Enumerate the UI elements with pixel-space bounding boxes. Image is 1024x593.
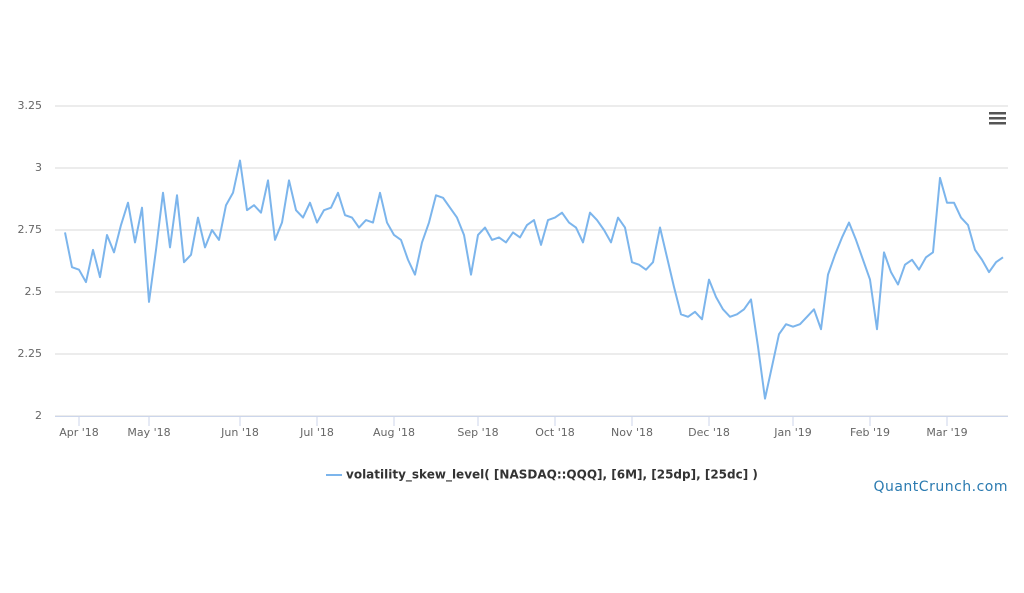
- x-tick-label: Nov '18: [611, 426, 653, 439]
- menu-bar: [989, 112, 1006, 115]
- y-tick-label: 2.25: [18, 347, 43, 360]
- y-tick-label: 2: [35, 409, 42, 422]
- x-tick-label: Jan '19: [773, 426, 811, 439]
- x-tick-label: Sep '18: [457, 426, 498, 439]
- y-tick-label: 2.75: [18, 223, 43, 236]
- y-tick-label: 3: [35, 161, 42, 174]
- menu-icon[interactable]: [989, 112, 1006, 125]
- x-tick-label: Jul '18: [299, 426, 334, 439]
- y-tick-label: 3.25: [18, 99, 43, 112]
- menu-bar: [989, 122, 1006, 125]
- x-tick-label: Feb '19: [850, 426, 890, 439]
- series-line: [64, 159, 1004, 400]
- x-tick-label: Apr '18: [59, 426, 99, 439]
- x-tick-label: Mar '19: [926, 426, 967, 439]
- menu-bar: [989, 117, 1006, 120]
- legend: volatility_skew_level( [NASDAQ::QQQ], [6…: [326, 468, 758, 483]
- y-tick-label: 2.5: [25, 285, 43, 298]
- x-tick-label: Dec '18: [688, 426, 730, 439]
- credit[interactable]: QuantCrunch.com: [873, 479, 1008, 495]
- x-tick-label: May '18: [127, 426, 170, 439]
- x-tick-label: Oct '18: [535, 426, 575, 439]
- x-tick-label: Jun '18: [220, 426, 259, 439]
- x-tick-label: Aug '18: [373, 426, 415, 439]
- legend-label: volatility_skew_level( [NASDAQ::QQQ], [6…: [346, 468, 758, 483]
